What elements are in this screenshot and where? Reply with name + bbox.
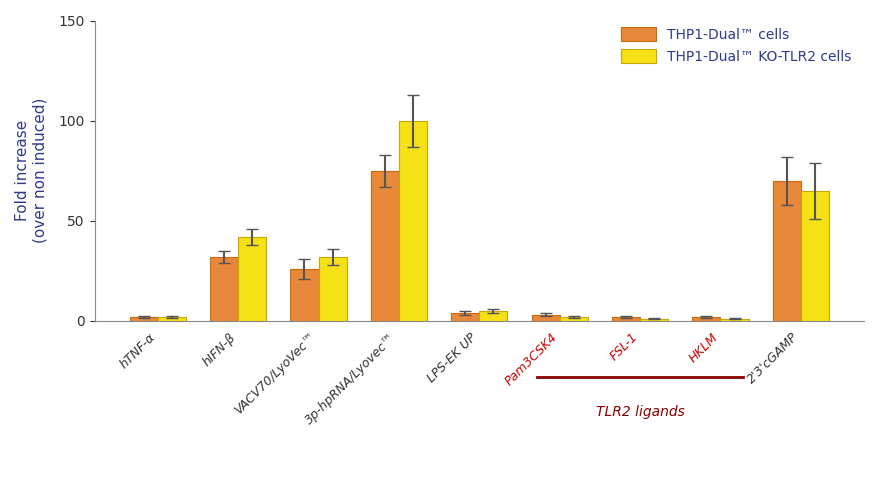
Bar xyxy=(238,237,266,321)
Bar xyxy=(531,315,559,321)
Bar xyxy=(800,191,828,321)
Bar xyxy=(772,180,800,321)
Bar xyxy=(210,257,238,321)
Bar xyxy=(559,317,587,321)
Legend: THP1-Dual™ cells, THP1-Dual™ KO-TLR2 cells: THP1-Dual™ cells, THP1-Dual™ KO-TLR2 cel… xyxy=(615,22,856,69)
Bar xyxy=(399,120,427,321)
Bar xyxy=(479,311,507,321)
Bar xyxy=(720,319,748,321)
Y-axis label: Fold increase
(over non induced): Fold increase (over non induced) xyxy=(15,98,47,243)
Bar xyxy=(611,317,639,321)
Text: TLR2 ligands: TLR2 ligands xyxy=(595,405,684,419)
Bar xyxy=(129,317,157,321)
Bar xyxy=(371,171,399,321)
Bar xyxy=(290,269,318,321)
Bar xyxy=(318,257,346,321)
Bar xyxy=(639,319,667,321)
Bar xyxy=(692,317,720,321)
Bar xyxy=(157,317,185,321)
Bar xyxy=(450,313,479,321)
